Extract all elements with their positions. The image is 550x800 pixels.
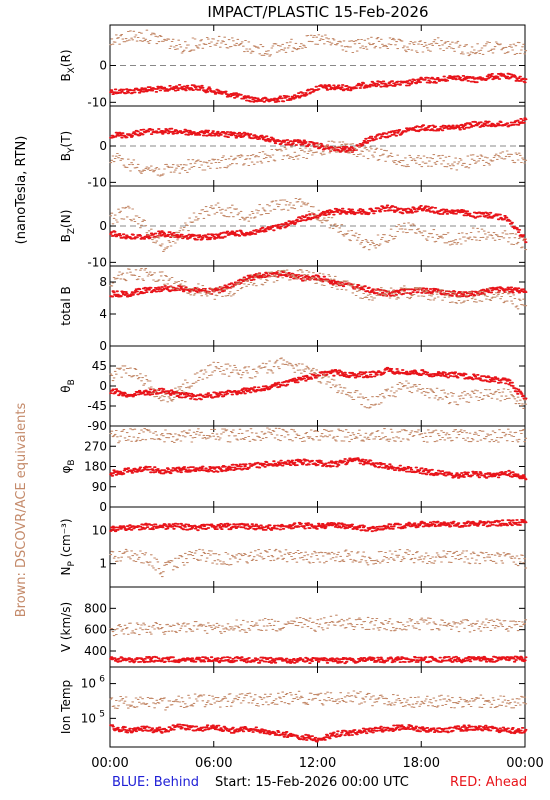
series-brown-bz: [109, 197, 528, 252]
y-tick-label-bx: 0: [99, 59, 107, 73]
chart-title: IMPACT/PLASTIC 15-Feb-2026: [207, 3, 428, 21]
y-tick-label-phi: 0: [99, 500, 107, 514]
y-tick-label-phi: 180: [84, 460, 107, 474]
x-tick-label: 06:00: [195, 756, 232, 771]
y-tick-label-theta: 45: [92, 359, 107, 373]
y-tick-label-btot: 4: [99, 307, 107, 321]
series-brown-theta: [109, 357, 528, 409]
y-axis-label-temp: Ion Temp: [59, 680, 73, 734]
x-tick-label: 18:00: [403, 756, 440, 771]
footer-start: Start: 15-Feb-2026 00:00 UTC: [215, 775, 409, 790]
panel-frame-theta: [109, 345, 526, 427]
panel-frame-np: [109, 506, 526, 588]
y-axis-label-v: V (km/s): [59, 602, 73, 652]
y-axis-label-bx: BX(R): [59, 49, 77, 81]
series-red-phi: [109, 457, 528, 481]
y-tick-label-btot: 0: [99, 339, 107, 353]
y-tick-label-phi: 90: [92, 480, 107, 494]
series-red-by: [109, 117, 528, 154]
panels: -10 0 BX(R) -10 0 BY(T) -10 0 BZ(N) 0 4 8 total B -90…: [59, 24, 544, 771]
x-tick-label: 00:00: [91, 756, 128, 771]
y-tick-label-theta: -45: [87, 399, 107, 413]
footer-behind: BLUE: Behind: [112, 775, 199, 790]
y-tick-label-by: -10: [87, 175, 107, 189]
side-label-brown: Brown: DSCOVR/ACE equivalents: [14, 403, 29, 618]
y-tick-label-np: 1: [99, 557, 107, 571]
side-label-units: (nanoTesla, RTN): [14, 136, 29, 245]
y-tick-label-theta: 0: [99, 379, 107, 393]
y-axis-label-by: BY(T): [59, 131, 77, 161]
y-axis-label-btot: total B: [59, 286, 73, 326]
x-tick-label: 12:00: [299, 756, 336, 771]
y-tick-label-by: 0: [99, 139, 107, 153]
series-red-bx: [109, 72, 528, 103]
series-red-temp: [109, 723, 528, 743]
y-axis-label-phi: φB: [59, 459, 77, 473]
y-tick-label-theta: -90: [87, 419, 107, 433]
x-tick-label: 00:00: [506, 756, 543, 771]
y-tick-label-exp-temp: 6: [99, 675, 105, 685]
series-brown-v: [109, 614, 528, 637]
series-brown-btot: [109, 268, 528, 310]
series-red-theta: [109, 366, 528, 401]
y-tick-label-temp: 10: [81, 711, 96, 725]
y-axis-label-bz: BZ(N): [59, 210, 77, 243]
y-tick-label-bz: 0: [99, 219, 107, 233]
series-red-v: [109, 655, 528, 665]
series-brown-bx: [109, 29, 528, 57]
y-tick-label-v: 600: [84, 623, 107, 637]
y-tick-label-v: 400: [84, 644, 107, 658]
panel-frame-v: [109, 586, 526, 668]
y-tick-label-phi: 270: [84, 439, 107, 453]
series-red-bz: [109, 204, 528, 244]
y-tick-label-temp: 10: [81, 677, 96, 691]
y-axis-label-np: NP (cm⁻³): [59, 518, 77, 575]
series-brown-temp: [109, 690, 528, 711]
y-axis-label-theta: θB: [59, 379, 77, 393]
y-tick-label-exp-temp: 5: [99, 709, 105, 719]
y-tick-label-v: 800: [84, 601, 107, 615]
series-brown-phi: [109, 427, 528, 444]
y-tick-label-bz: -10: [87, 255, 107, 269]
series-red-btot: [109, 270, 528, 298]
y-tick-label-bx: -10: [87, 95, 107, 109]
y-tick-label-btot: 8: [99, 275, 107, 289]
y-tick-label-np: 10: [92, 523, 107, 537]
series-brown-by: [109, 140, 528, 177]
series-red-np: [109, 519, 528, 533]
series-brown-np: [109, 548, 528, 578]
footer-ahead: RED: Ahead: [450, 775, 527, 790]
